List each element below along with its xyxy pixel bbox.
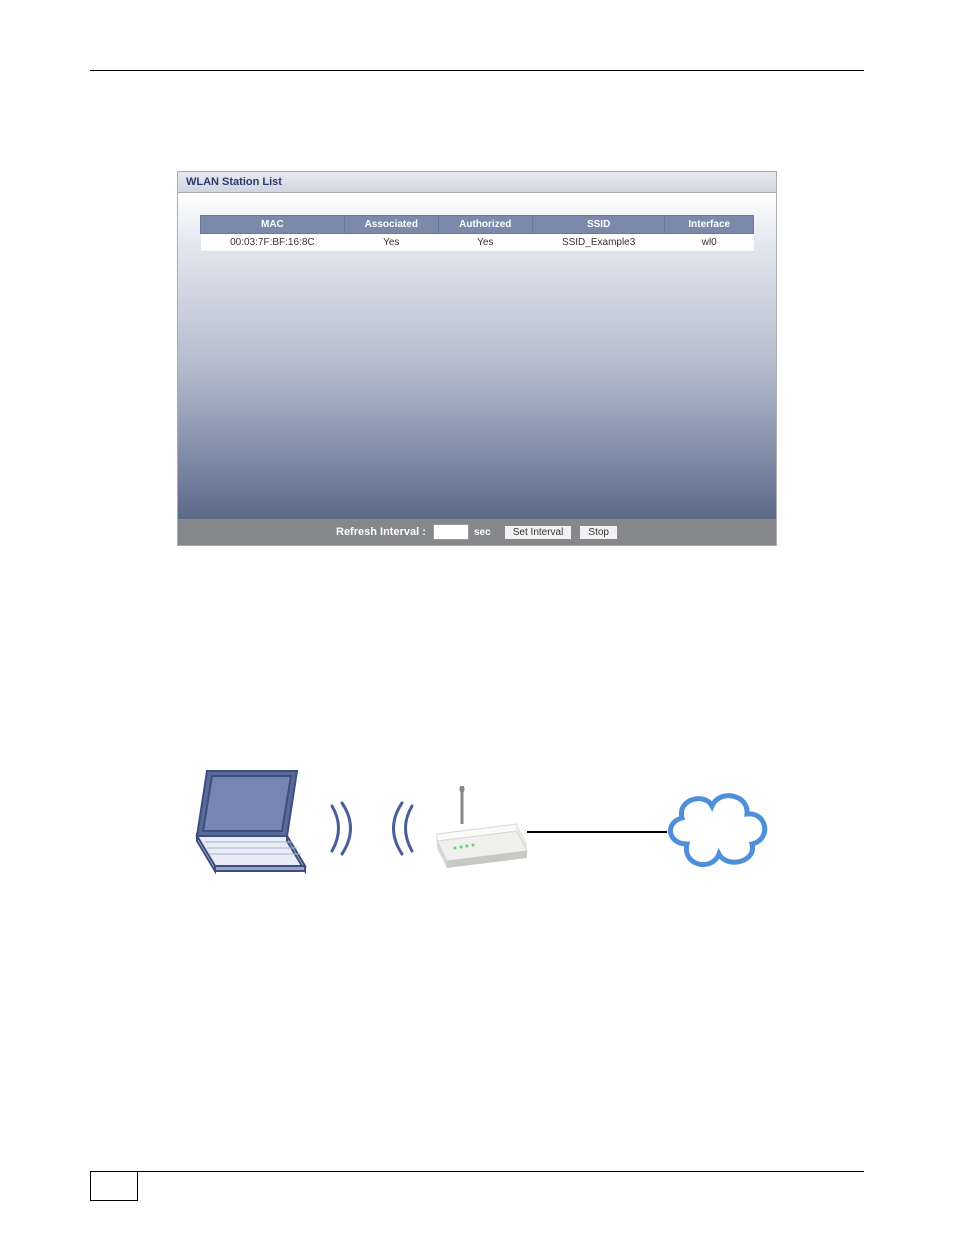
- table-row: 00:03:7F:BF:16:8C Yes Yes SSID_Example3 …: [201, 234, 754, 252]
- panel-body: MAC Associated Authorized SSID Interface…: [178, 193, 776, 519]
- col-mac: MAC: [201, 216, 345, 234]
- stop-button[interactable]: Stop: [579, 525, 618, 540]
- panel-footer: Refresh Interval : sec Set Interval Stop: [178, 519, 776, 545]
- cell-associated: Yes: [344, 234, 438, 252]
- col-associated: Associated: [344, 216, 438, 234]
- set-interval-button[interactable]: Set Interval: [504, 525, 573, 540]
- refresh-interval-label: Refresh Interval :: [336, 526, 426, 538]
- signal-out-icon: [327, 801, 367, 856]
- cell-ssid: SSID_Example3: [532, 234, 665, 252]
- router-icon: [427, 786, 537, 876]
- laptop-icon: [187, 766, 317, 876]
- page-top-rule: [90, 70, 864, 71]
- refresh-interval-input[interactable]: [433, 524, 469, 540]
- page-root: WLAN Station List MAC Associated Authori…: [0, 0, 954, 1241]
- col-interface: Interface: [665, 216, 754, 234]
- col-authorized: Authorized: [438, 216, 532, 234]
- sec-label: sec: [474, 527, 491, 538]
- network-diagram: [177, 756, 777, 906]
- wlan-panel: WLAN Station List MAC Associated Authori…: [177, 171, 777, 546]
- cloud-icon: [657, 774, 777, 884]
- page-bottom-rule: [90, 1171, 864, 1172]
- signal-in-icon: [377, 801, 417, 856]
- ethernet-wire: [527, 831, 667, 833]
- col-ssid: SSID: [532, 216, 665, 234]
- panel-title: WLAN Station List: [178, 172, 776, 193]
- station-table: MAC Associated Authorized SSID Interface…: [200, 215, 754, 252]
- cell-mac: 00:03:7F:BF:16:8C: [201, 234, 345, 252]
- page-number-box: [90, 1171, 138, 1201]
- table-header-row: MAC Associated Authorized SSID Interface: [201, 216, 754, 234]
- cell-authorized: Yes: [438, 234, 532, 252]
- cell-interface: wl0: [665, 234, 754, 252]
